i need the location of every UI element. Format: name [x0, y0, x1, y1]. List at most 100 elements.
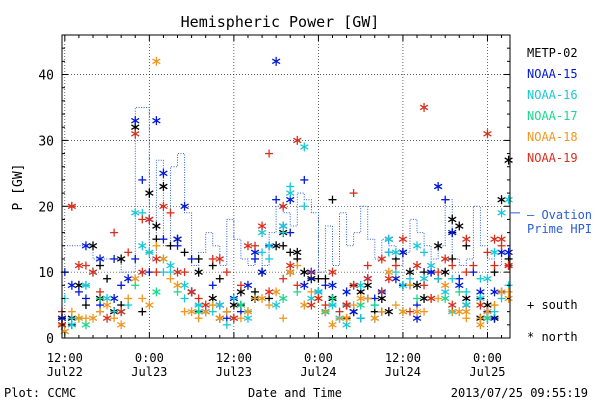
marker-stroke — [314, 295, 323, 302]
marker-stroke — [462, 236, 471, 243]
south-plus-marker — [384, 248, 393, 257]
north-asterisk-marker — [131, 129, 140, 139]
marker-stroke — [293, 137, 302, 144]
north-asterisk-marker — [173, 234, 182, 244]
marker-stroke — [377, 295, 387, 302]
marker-stroke — [243, 315, 253, 322]
ovation-hpi-line — [62, 107, 511, 273]
marker-stroke — [504, 157, 513, 163]
north-asterisk-marker — [229, 313, 239, 323]
marker-stroke — [483, 302, 492, 308]
north-asterisk-marker — [412, 241, 422, 251]
south-plus-marker — [251, 294, 260, 303]
north-asterisk-marker — [257, 293, 267, 303]
south-plus-marker — [300, 202, 309, 211]
marker-stroke — [159, 256, 168, 262]
north-asterisk-marker — [426, 261, 436, 271]
marker-stroke — [476, 295, 485, 302]
north-asterisk-marker — [455, 221, 464, 231]
north-asterisk-marker — [88, 313, 98, 323]
north-asterisk-marker — [152, 254, 161, 264]
north-asterisk-marker — [102, 313, 112, 323]
marker-stroke — [145, 216, 154, 223]
marker-stroke — [391, 249, 401, 256]
north-asterisk-marker — [497, 195, 506, 205]
south-plus-marker — [166, 274, 175, 283]
south-plus-marker — [236, 281, 245, 290]
marker-stroke — [455, 223, 464, 229]
marker-stroke — [448, 302, 457, 308]
y-tick-label: 10 — [38, 266, 54, 281]
north-asterisk-marker — [384, 307, 394, 317]
marker-stroke — [201, 308, 210, 315]
marker-stroke — [236, 302, 246, 308]
south-plus-marker — [349, 189, 358, 198]
south-plus-marker — [370, 301, 379, 310]
south-plus-marker — [279, 241, 288, 250]
legend-entry: NOAA-17 — [527, 109, 578, 123]
north-asterisk-marker — [412, 307, 422, 317]
marker-stroke — [419, 295, 429, 302]
marker-stroke — [180, 282, 189, 289]
north-asterisk-marker — [476, 300, 485, 310]
north-asterisk-marker — [448, 228, 457, 238]
marker-stroke — [349, 282, 358, 289]
north-asterisk-marker — [342, 300, 351, 310]
north-asterisk-marker — [215, 254, 225, 264]
north-asterisk-marker — [81, 280, 91, 290]
south-plus-marker — [138, 215, 147, 224]
marker-stroke — [271, 58, 281, 65]
marker-stroke — [342, 315, 351, 322]
marker-stroke — [194, 308, 203, 315]
marker-stroke — [286, 190, 295, 196]
north-asterisk-marker — [138, 241, 147, 251]
marker-stroke — [271, 289, 281, 295]
marker-stroke — [138, 269, 147, 275]
north-asterisk-marker — [440, 254, 450, 264]
north-asterisk-marker — [419, 102, 429, 112]
north-asterisk-marker — [377, 254, 387, 264]
south-plus-marker — [405, 281, 414, 290]
x-axis-ticks: 12:00Jul220:00Jul2312:00Jul230:00Jul2412… — [47, 35, 506, 379]
footer-plot-credit: Plot: CCMC — [4, 386, 76, 400]
marker-key: + south * north — [527, 298, 578, 344]
south-plus-marker — [349, 301, 358, 310]
ovation-legend-line2: Prime HPI — [527, 222, 592, 236]
north-asterisk-marker — [271, 287, 281, 297]
marker-stroke — [440, 289, 450, 295]
marker-stroke — [159, 170, 168, 177]
marker-stroke — [74, 315, 84, 322]
north-asterisk-marker — [448, 300, 457, 310]
south-plus-marker — [377, 287, 386, 296]
marker-stroke — [462, 295, 471, 302]
marker-stroke — [398, 282, 408, 289]
north-asterisk-marker — [67, 320, 77, 330]
south-plus-marker — [490, 261, 499, 270]
south-plus-marker — [265, 301, 274, 310]
north-asterisk-marker — [159, 168, 168, 178]
ovation-legend-line1: — Ovation — [527, 208, 592, 222]
north-asterisk-marker — [243, 307, 253, 317]
north-asterisk-marker — [95, 254, 105, 264]
north-asterisk-marker — [116, 307, 126, 317]
north-asterisk-marker — [504, 261, 513, 271]
north-asterisk-marker — [194, 267, 203, 277]
north-asterisk-marker — [159, 182, 168, 191]
south-plus-marker — [103, 274, 112, 283]
marker-stroke — [88, 242, 98, 249]
north-asterisk-marker — [300, 280, 309, 290]
marker-stroke — [278, 203, 288, 210]
marker-stroke — [363, 282, 372, 289]
south-plus-marker — [194, 254, 203, 263]
marker-stroke — [448, 216, 457, 223]
south-plus-marker — [265, 149, 274, 158]
north-asterisk-marker — [300, 267, 309, 277]
south-plus-marker — [222, 268, 231, 277]
marker-stroke — [462, 308, 471, 315]
marker-stroke — [300, 144, 309, 150]
south-plus-marker — [236, 314, 245, 323]
marker-stroke — [356, 302, 365, 308]
north-asterisk-marker — [412, 280, 422, 290]
marker-stroke — [412, 262, 422, 269]
